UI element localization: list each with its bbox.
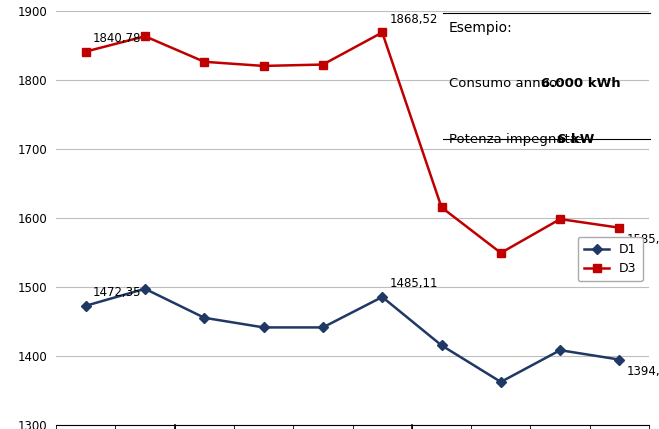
- Text: 1868,52: 1868,52: [389, 12, 438, 26]
- Text: Potenza impegnata:: Potenza impegnata:: [449, 133, 586, 146]
- Text: 1472,35: 1472,35: [93, 286, 141, 299]
- Text: 1840,78: 1840,78: [93, 32, 141, 45]
- Text: 6.000 kWh: 6.000 kWh: [540, 77, 620, 90]
- Legend: D1, D3: D1, D3: [578, 237, 643, 281]
- Text: Consumo annuo:: Consumo annuo:: [449, 77, 565, 90]
- Text: 1485,11: 1485,11: [389, 277, 438, 290]
- Text: Esempio:: Esempio:: [449, 21, 513, 35]
- Text: 1585,49: 1585,49: [627, 233, 659, 246]
- Text: 6 kW: 6 kW: [558, 133, 594, 146]
- Text: 1394,36: 1394,36: [627, 365, 659, 378]
